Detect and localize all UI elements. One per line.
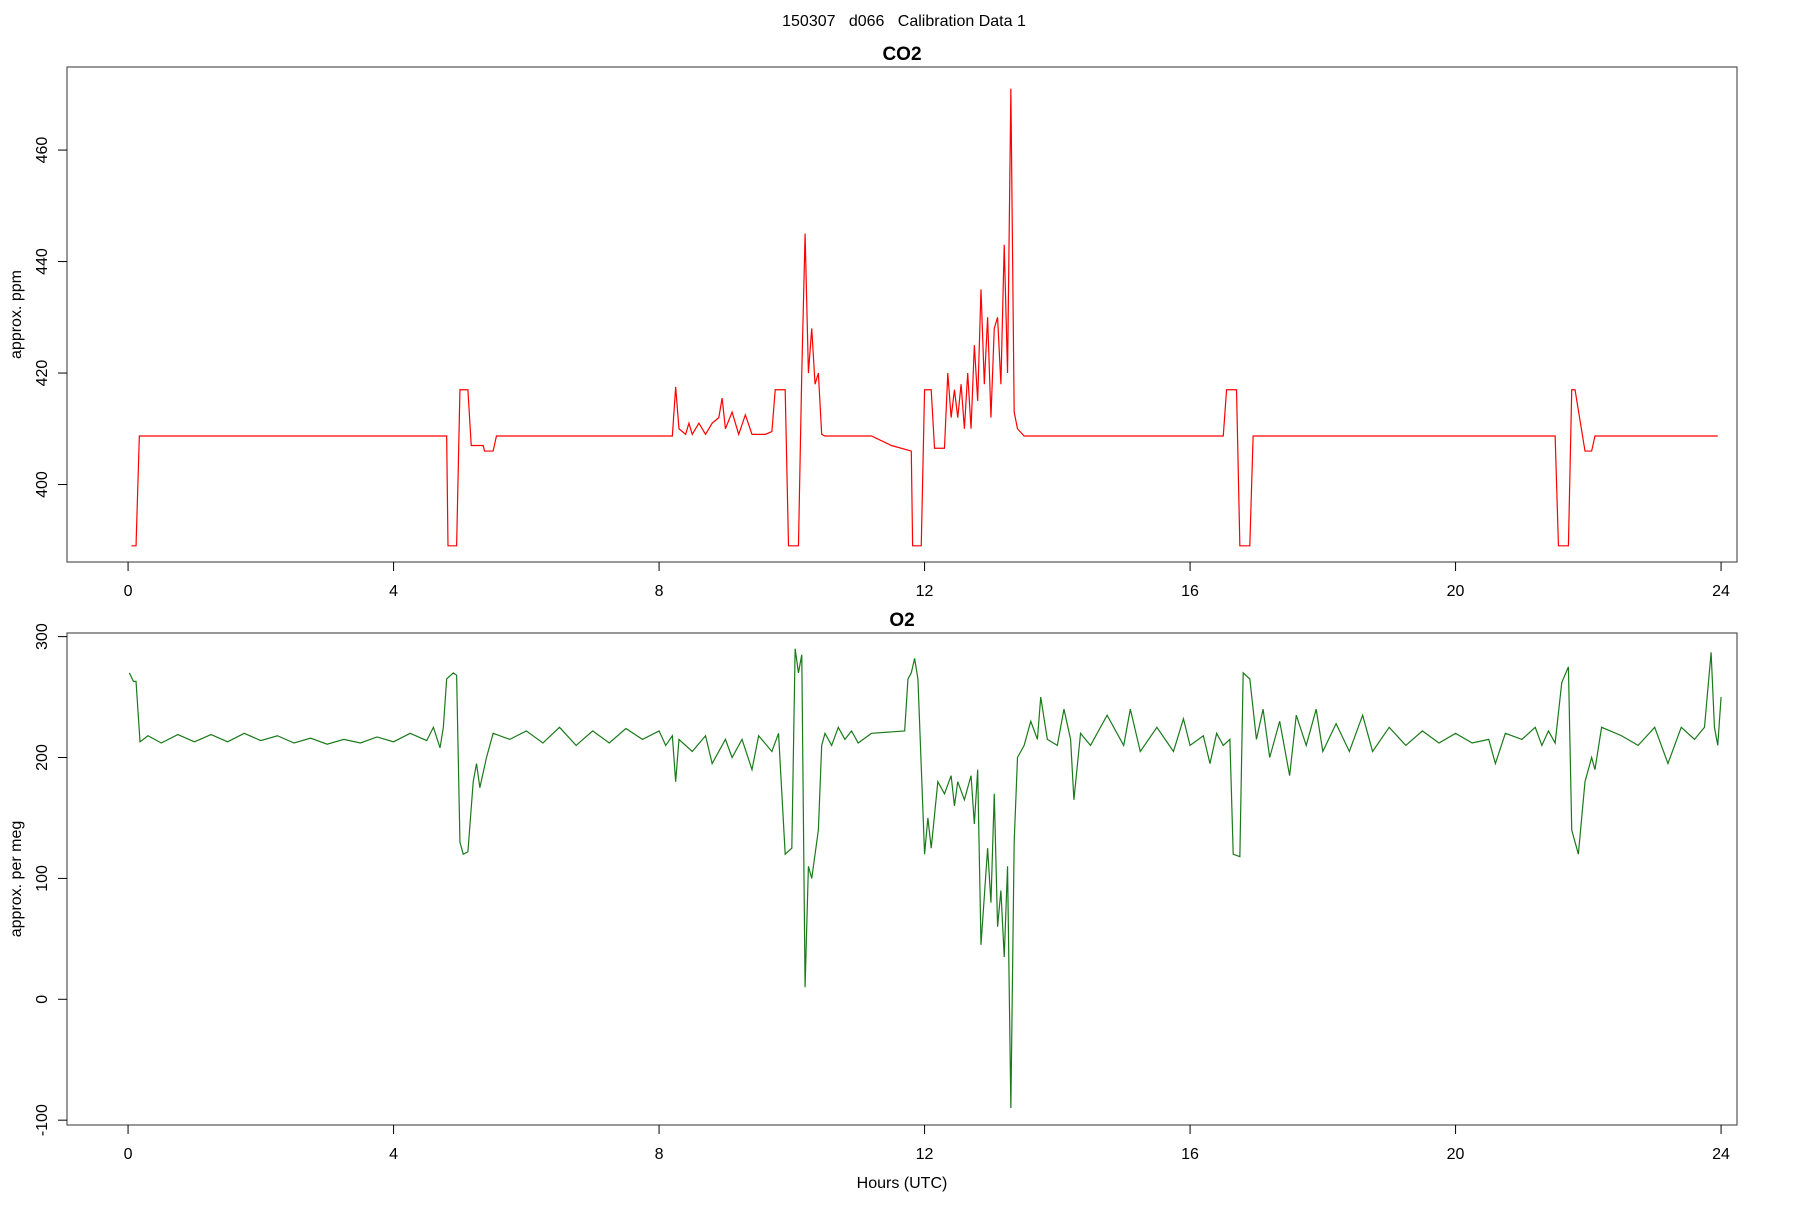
y-tick-label: 300 xyxy=(34,623,51,650)
y-tick-label: 200 xyxy=(34,744,51,771)
panel-title: O2 xyxy=(889,610,914,631)
x-tick-label: 20 xyxy=(1447,1146,1465,1163)
x-axis-label: Hours (UTC) xyxy=(857,1175,948,1192)
y-tick-label: 100 xyxy=(34,865,51,892)
panel-title: CO2 xyxy=(882,44,921,65)
data-line xyxy=(128,648,1722,1109)
x-tick-label: 8 xyxy=(655,583,664,600)
y-tick-label: 420 xyxy=(34,360,51,387)
x-tick-label: 4 xyxy=(389,583,398,600)
x-tick-label: 24 xyxy=(1712,583,1730,600)
x-tick-label: 12 xyxy=(916,583,934,600)
x-tick-label: 16 xyxy=(1181,583,1199,600)
plot-frame xyxy=(66,66,1738,563)
x-tick-label: 0 xyxy=(124,583,133,600)
plot-frame xyxy=(66,632,1738,1126)
x-tick-label: 24 xyxy=(1712,1146,1730,1163)
y-tick-label: 460 xyxy=(34,137,51,164)
y-tick-label: 440 xyxy=(34,248,51,275)
x-tick-label: 8 xyxy=(655,1146,664,1163)
y-tick-label: -100 xyxy=(34,1104,51,1136)
y-tick-label: 400 xyxy=(34,471,51,498)
figure-title: 150307 d066 Calibration Data 1 xyxy=(782,13,1026,30)
x-tick-label: 16 xyxy=(1181,1146,1199,1163)
y-tick-label: 0 xyxy=(34,995,51,1004)
x-tick-label: 0 xyxy=(124,1146,133,1163)
data-line xyxy=(131,88,1718,547)
y-axis-label: approx. per meg xyxy=(8,821,25,938)
x-tick-label: 4 xyxy=(389,1146,398,1163)
x-tick-label: 20 xyxy=(1447,583,1465,600)
y-axis-label: approx. ppm xyxy=(8,270,25,359)
x-tick-label: 12 xyxy=(916,1146,934,1163)
